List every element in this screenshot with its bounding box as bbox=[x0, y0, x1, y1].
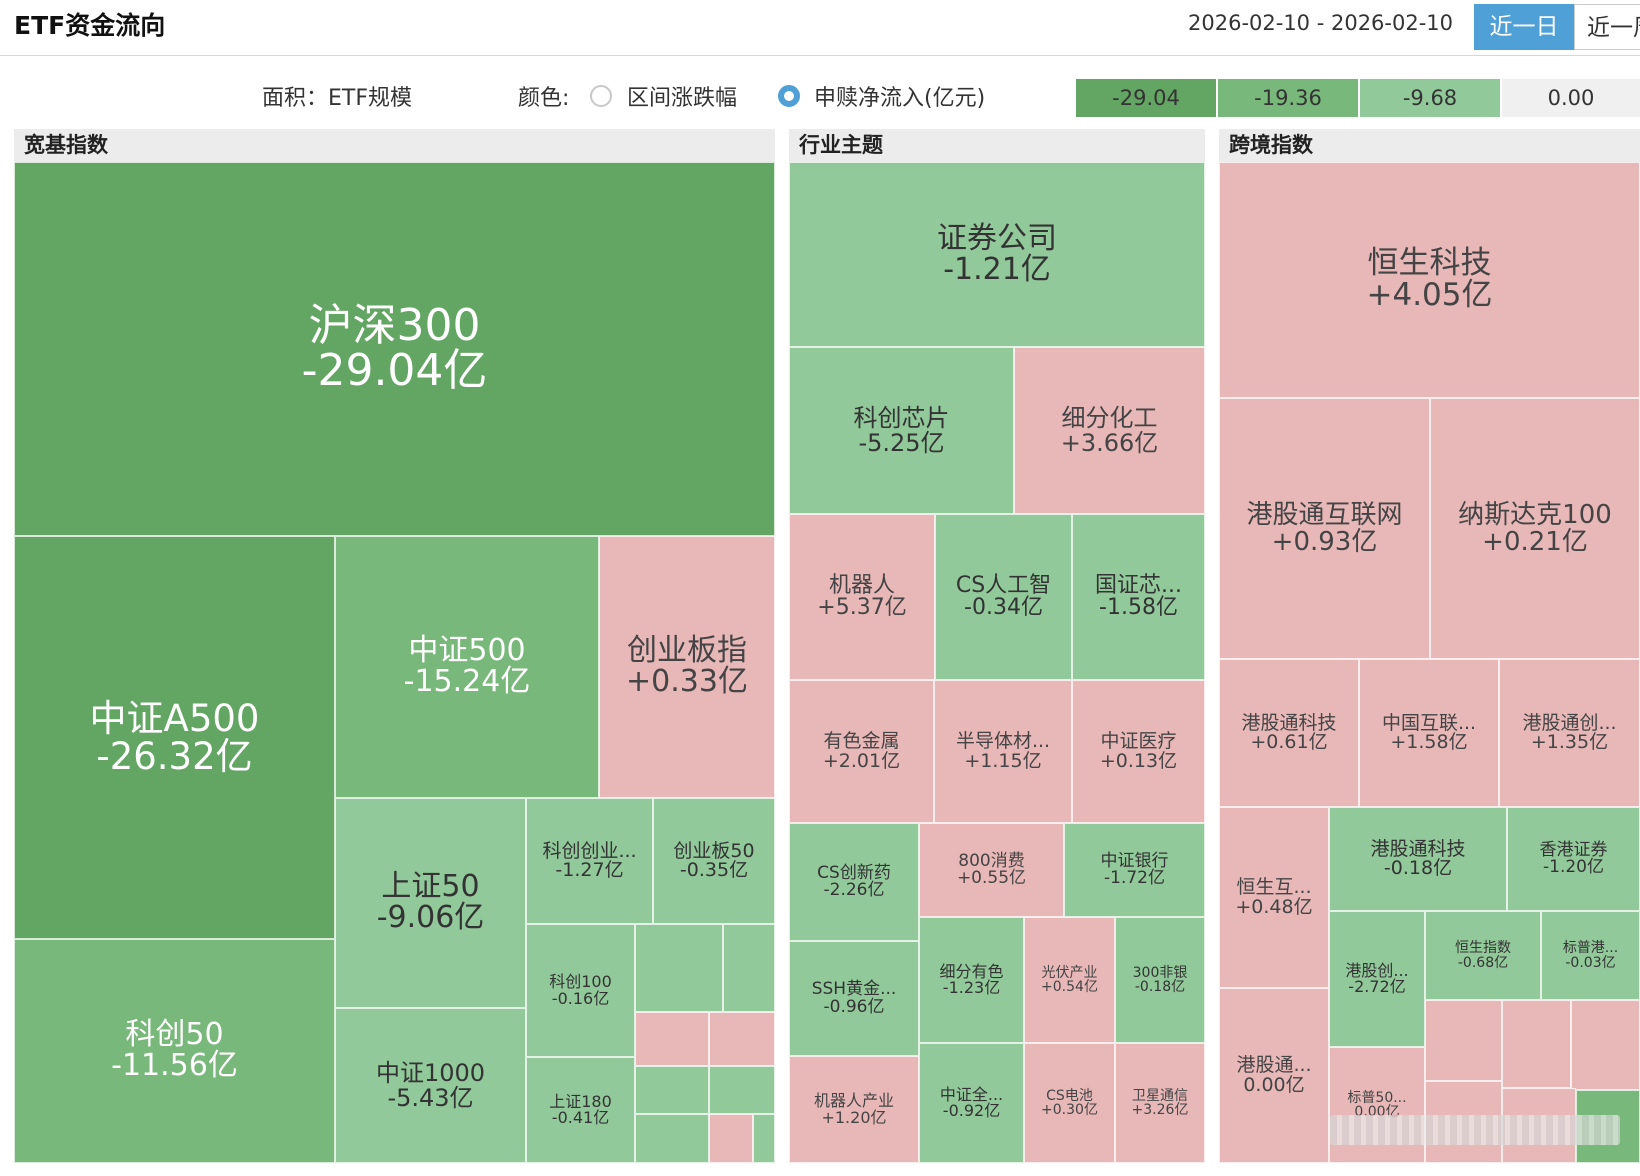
radio-change[interactable] bbox=[590, 85, 612, 107]
treemap-tile[interactable]: 中证银行 -1.72亿 bbox=[1064, 823, 1205, 917]
treemap-tile[interactable]: 沪深300 -29.04亿 bbox=[14, 162, 775, 536]
date-range[interactable]: 2026-02-10 - 2026-02-10 bbox=[1188, 11, 1454, 35]
treemap-tile[interactable]: 上证180 -0.41亿 bbox=[526, 1057, 635, 1163]
treemap-tile-small[interactable] bbox=[753, 1114, 775, 1163]
treemap-tile[interactable]: CS人工智 -0.34亿 bbox=[935, 514, 1072, 680]
treemap-tile[interactable]: 光伏产业 +0.54亿 bbox=[1024, 917, 1115, 1043]
treemap-tile-small[interactable] bbox=[709, 1012, 775, 1066]
treemap-tile[interactable]: 细分有色 -1.23亿 bbox=[919, 917, 1024, 1043]
watermark-overlay bbox=[1330, 1115, 1620, 1145]
treemap-tile-small[interactable] bbox=[1425, 1000, 1502, 1081]
treemap-tile[interactable]: 恒生互... +0.48亿 bbox=[1219, 807, 1329, 988]
treemap-tile[interactable]: 科创芯片 -5.25亿 bbox=[789, 347, 1014, 514]
treemap-tile[interactable]: CS电池 +0.30亿 bbox=[1024, 1043, 1115, 1163]
treemap-tile-small[interactable] bbox=[635, 924, 723, 1012]
treemap-tile[interactable]: 科创100 -0.16亿 bbox=[526, 924, 635, 1057]
treemap-tile[interactable]: 恒生科技 +4.05亿 bbox=[1219, 162, 1640, 398]
range-button-1d[interactable]: 近一日 bbox=[1474, 4, 1574, 50]
treemap-tile-small[interactable] bbox=[1571, 1000, 1640, 1090]
treemap-tile[interactable]: 港股通... 0.00亿 bbox=[1219, 988, 1329, 1163]
treemap-tile[interactable]: 科创50 -11.56亿 bbox=[14, 939, 335, 1163]
section-header-broad: 宽基指数 bbox=[14, 129, 775, 162]
treemap-tile[interactable]: 香港证券 -1.20亿 bbox=[1507, 807, 1640, 911]
treemap-tile[interactable]: 标普港... -0.03亿 bbox=[1541, 911, 1640, 1000]
treemap-tile-small[interactable] bbox=[709, 1066, 775, 1114]
page-title: ETF资金流向 bbox=[14, 11, 166, 40]
treemap-tile[interactable]: 中证500 -15.24亿 bbox=[335, 536, 599, 798]
treemap-tile[interactable]: SSH黄金... -0.96亿 bbox=[789, 941, 919, 1056]
treemap-tile[interactable]: 上证50 -9.06亿 bbox=[335, 798, 526, 1008]
treemap-tile[interactable]: 机器人产业 +1.20亿 bbox=[789, 1056, 919, 1163]
treemap-tile[interactable]: 机器人 +5.37亿 bbox=[789, 514, 935, 680]
legend-step-1: -29.04 bbox=[1076, 79, 1216, 117]
treemap-tile[interactable]: 恒生指数 -0.68亿 bbox=[1425, 911, 1541, 1000]
treemap-tile[interactable]: 国证芯... -1.58亿 bbox=[1072, 514, 1205, 680]
treemap-tile-small[interactable] bbox=[709, 1114, 753, 1163]
treemap-tile[interactable]: 证券公司 -1.21亿 bbox=[789, 162, 1205, 347]
option-flow-label[interactable]: 申赎净流入(亿元) bbox=[814, 86, 986, 111]
treemap-tile-small[interactable] bbox=[723, 924, 775, 1012]
treemap-tile[interactable]: 标普50... 0.00亿 bbox=[1329, 1047, 1425, 1163]
treemap-tile[interactable]: CS创新药 -2.26亿 bbox=[789, 823, 919, 941]
treemap-tile[interactable]: 创业板指 +0.33亿 bbox=[599, 536, 775, 798]
treemap-tile-small[interactable] bbox=[635, 1066, 709, 1114]
legend-step-3: -9.68 bbox=[1360, 79, 1500, 117]
section-header-industry: 行业主题 bbox=[789, 129, 1205, 162]
treemap-tile[interactable]: 中国互联... +1.58亿 bbox=[1359, 659, 1499, 807]
option-change-label[interactable]: 区间涨跌幅 bbox=[627, 86, 738, 111]
treemap-tile[interactable]: 纳斯达克100 +0.21亿 bbox=[1430, 398, 1640, 659]
treemap-tile[interactable]: 中证医疗 +0.13亿 bbox=[1072, 680, 1205, 823]
treemap-tile[interactable]: 港股通科技 +0.61亿 bbox=[1219, 659, 1359, 807]
treemap-tile[interactable]: 有色金属 +2.01亿 bbox=[789, 680, 934, 823]
treemap-tile[interactable]: 创业板50 -0.35亿 bbox=[653, 798, 775, 924]
treemap-tile-small[interactable] bbox=[1502, 1000, 1571, 1088]
treemap-tile[interactable]: 半导体材... +1.15亿 bbox=[934, 680, 1072, 823]
treemap-tile[interactable]: 中证A500 -26.32亿 bbox=[14, 536, 335, 939]
treemap-tile[interactable]: 中证1000 -5.43亿 bbox=[335, 1008, 526, 1163]
area-label: 面积：ETF规模 bbox=[262, 86, 412, 111]
radio-flow[interactable] bbox=[778, 85, 800, 107]
treemap-tile[interactable]: 细分化工 +3.66亿 bbox=[1014, 347, 1205, 514]
treemap-tile[interactable]: 中证全... -0.92亿 bbox=[919, 1043, 1024, 1163]
legend-step-2: -19.36 bbox=[1218, 79, 1358, 117]
treemap-tile[interactable]: 港股创... -2.72亿 bbox=[1329, 911, 1425, 1047]
treemap-tile[interactable]: 科创创业... -1.27亿 bbox=[526, 798, 653, 924]
treemap-tile[interactable]: 800消费 +0.55亿 bbox=[919, 823, 1064, 917]
treemap-tile-small[interactable] bbox=[635, 1012, 709, 1066]
treemap-tile[interactable]: 300非银 -0.18亿 bbox=[1115, 917, 1205, 1043]
legend-step-4: 0.00 bbox=[1502, 79, 1640, 117]
treemap-tile-small[interactable] bbox=[635, 1114, 709, 1163]
section-header-cross: 跨境指数 bbox=[1219, 129, 1640, 162]
treemap-tile[interactable]: 港股通科技 -0.18亿 bbox=[1329, 807, 1507, 911]
treemap-tile[interactable]: 港股通互联网 +0.93亿 bbox=[1219, 398, 1430, 659]
range-button-1w[interactable]: 近一周 bbox=[1574, 4, 1640, 50]
treemap-tile[interactable]: 卫星通信 +3.26亿 bbox=[1115, 1043, 1205, 1163]
page-header: ETF资金流向 2026-02-10 - 2026-02-10 近一日 近一周 bbox=[0, 0, 1640, 56]
treemap-tile[interactable]: 港股通创... +1.35亿 bbox=[1499, 659, 1640, 807]
color-label: 颜色: bbox=[518, 86, 570, 111]
